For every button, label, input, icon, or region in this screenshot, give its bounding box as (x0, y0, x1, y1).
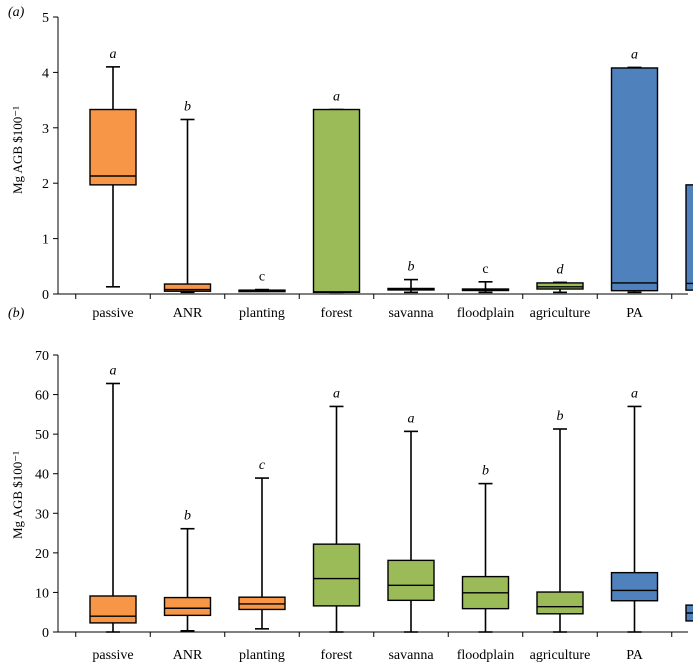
significance-letter: b (184, 509, 191, 524)
x-category-label: forest (321, 648, 353, 662)
x-category-label: floodplain (457, 648, 515, 662)
box-forest: a (312, 386, 361, 633)
box-savanna: a (387, 411, 435, 633)
box-ANR: b (163, 509, 212, 632)
box-iqr (89, 595, 137, 624)
box-floodplain: b (461, 464, 510, 633)
y-tick-label: 30 (35, 507, 49, 522)
panel-a: (a) Mg AGB $100⁻¹ 0 1 2 3 4 5 a passive b ANR c plant… (8, 5, 693, 321)
panel-label: (b) (8, 306, 25, 321)
x-category-label: floodplain (457, 306, 515, 321)
box-planting: c (238, 458, 286, 630)
y-axis-label: Mg AGB $100⁻¹ (10, 106, 25, 194)
y-tick-label: 50 (35, 428, 49, 443)
y-tick-label: 1 (42, 233, 49, 248)
box-iqr (89, 108, 137, 186)
x-category-label: PA (626, 306, 644, 321)
y-tick-label: 3 (42, 122, 49, 137)
box-iqr (163, 283, 212, 292)
panel-b: (b) Mg AGB $100⁻¹ 0 10 20 30 40 50 60 70 a passive b… (8, 306, 693, 662)
y-tick-label: 0 (42, 626, 49, 641)
box-iqr (536, 591, 584, 615)
box-iqr (387, 559, 435, 602)
box-iqr (312, 108, 361, 294)
significance-letter: d (557, 262, 565, 277)
x-category-label: agriculture (530, 648, 591, 662)
y-tick-label: 0 (42, 288, 49, 303)
y-tick-label: 10 (35, 586, 49, 601)
box-PA: a (610, 47, 659, 294)
significance-letter: a (333, 386, 340, 401)
significance-letter: c (259, 458, 266, 473)
y-tick-label: 2 (42, 177, 49, 192)
significance-letter: b (557, 409, 564, 424)
x-category-label: planting (239, 648, 285, 662)
significance-letter: a (631, 386, 638, 401)
y-tick-label: 70 (35, 349, 49, 364)
box-iqr (610, 67, 659, 292)
box-agriculture: d (536, 262, 584, 294)
box-forest: a (312, 90, 361, 294)
x-category-label: planting (239, 306, 285, 321)
x-category-label: forest (321, 306, 353, 321)
y-tick-label: 5 (42, 11, 49, 26)
significance-letter: a (333, 90, 340, 105)
significance-letter: a (110, 47, 117, 62)
panel-label: (a) (8, 5, 25, 20)
significance-letter: a (408, 411, 415, 426)
significance-letter: c (482, 262, 488, 277)
box-passive: a (89, 363, 137, 633)
box-floodplain: c (461, 262, 510, 294)
y-tick-label: 20 (35, 547, 49, 562)
box-iqr (536, 282, 584, 290)
box-agriculture: b (536, 409, 584, 633)
significance-letter: c (259, 270, 265, 285)
y-axis-label: Mg AGB $100⁻¹ (10, 451, 25, 539)
x-category-label: agriculture (530, 306, 591, 321)
box-NPA: b (685, 604, 693, 622)
x-category-label: passive (92, 648, 133, 662)
significance-letter: a (631, 47, 638, 62)
box-iqr (610, 571, 659, 602)
x-category-label: ANR (173, 306, 203, 321)
y-tick-label: 40 (35, 468, 49, 483)
significance-letter: b (408, 260, 415, 275)
box-iqr (685, 184, 693, 291)
x-category-label: savanna (388, 648, 434, 662)
y-tick-label: 4 (42, 66, 49, 81)
box-iqr (312, 543, 361, 607)
box-planting: c (238, 270, 286, 293)
x-category-label: ANR (173, 648, 203, 662)
box-ANR: b (163, 99, 212, 294)
box-PA: a (610, 386, 659, 633)
significance-letter: b (184, 99, 191, 114)
box-NPA: b (685, 184, 693, 291)
significance-letter: a (110, 363, 117, 378)
box-savanna: b (387, 260, 435, 294)
significance-letter: b (482, 464, 489, 479)
x-category-label: PA (626, 648, 644, 662)
x-category-label: savanna (388, 306, 434, 321)
box-passive: a (89, 47, 137, 288)
x-category-label: passive (92, 306, 133, 321)
y-tick-label: 60 (35, 389, 49, 404)
box-iqr (163, 596, 212, 617)
